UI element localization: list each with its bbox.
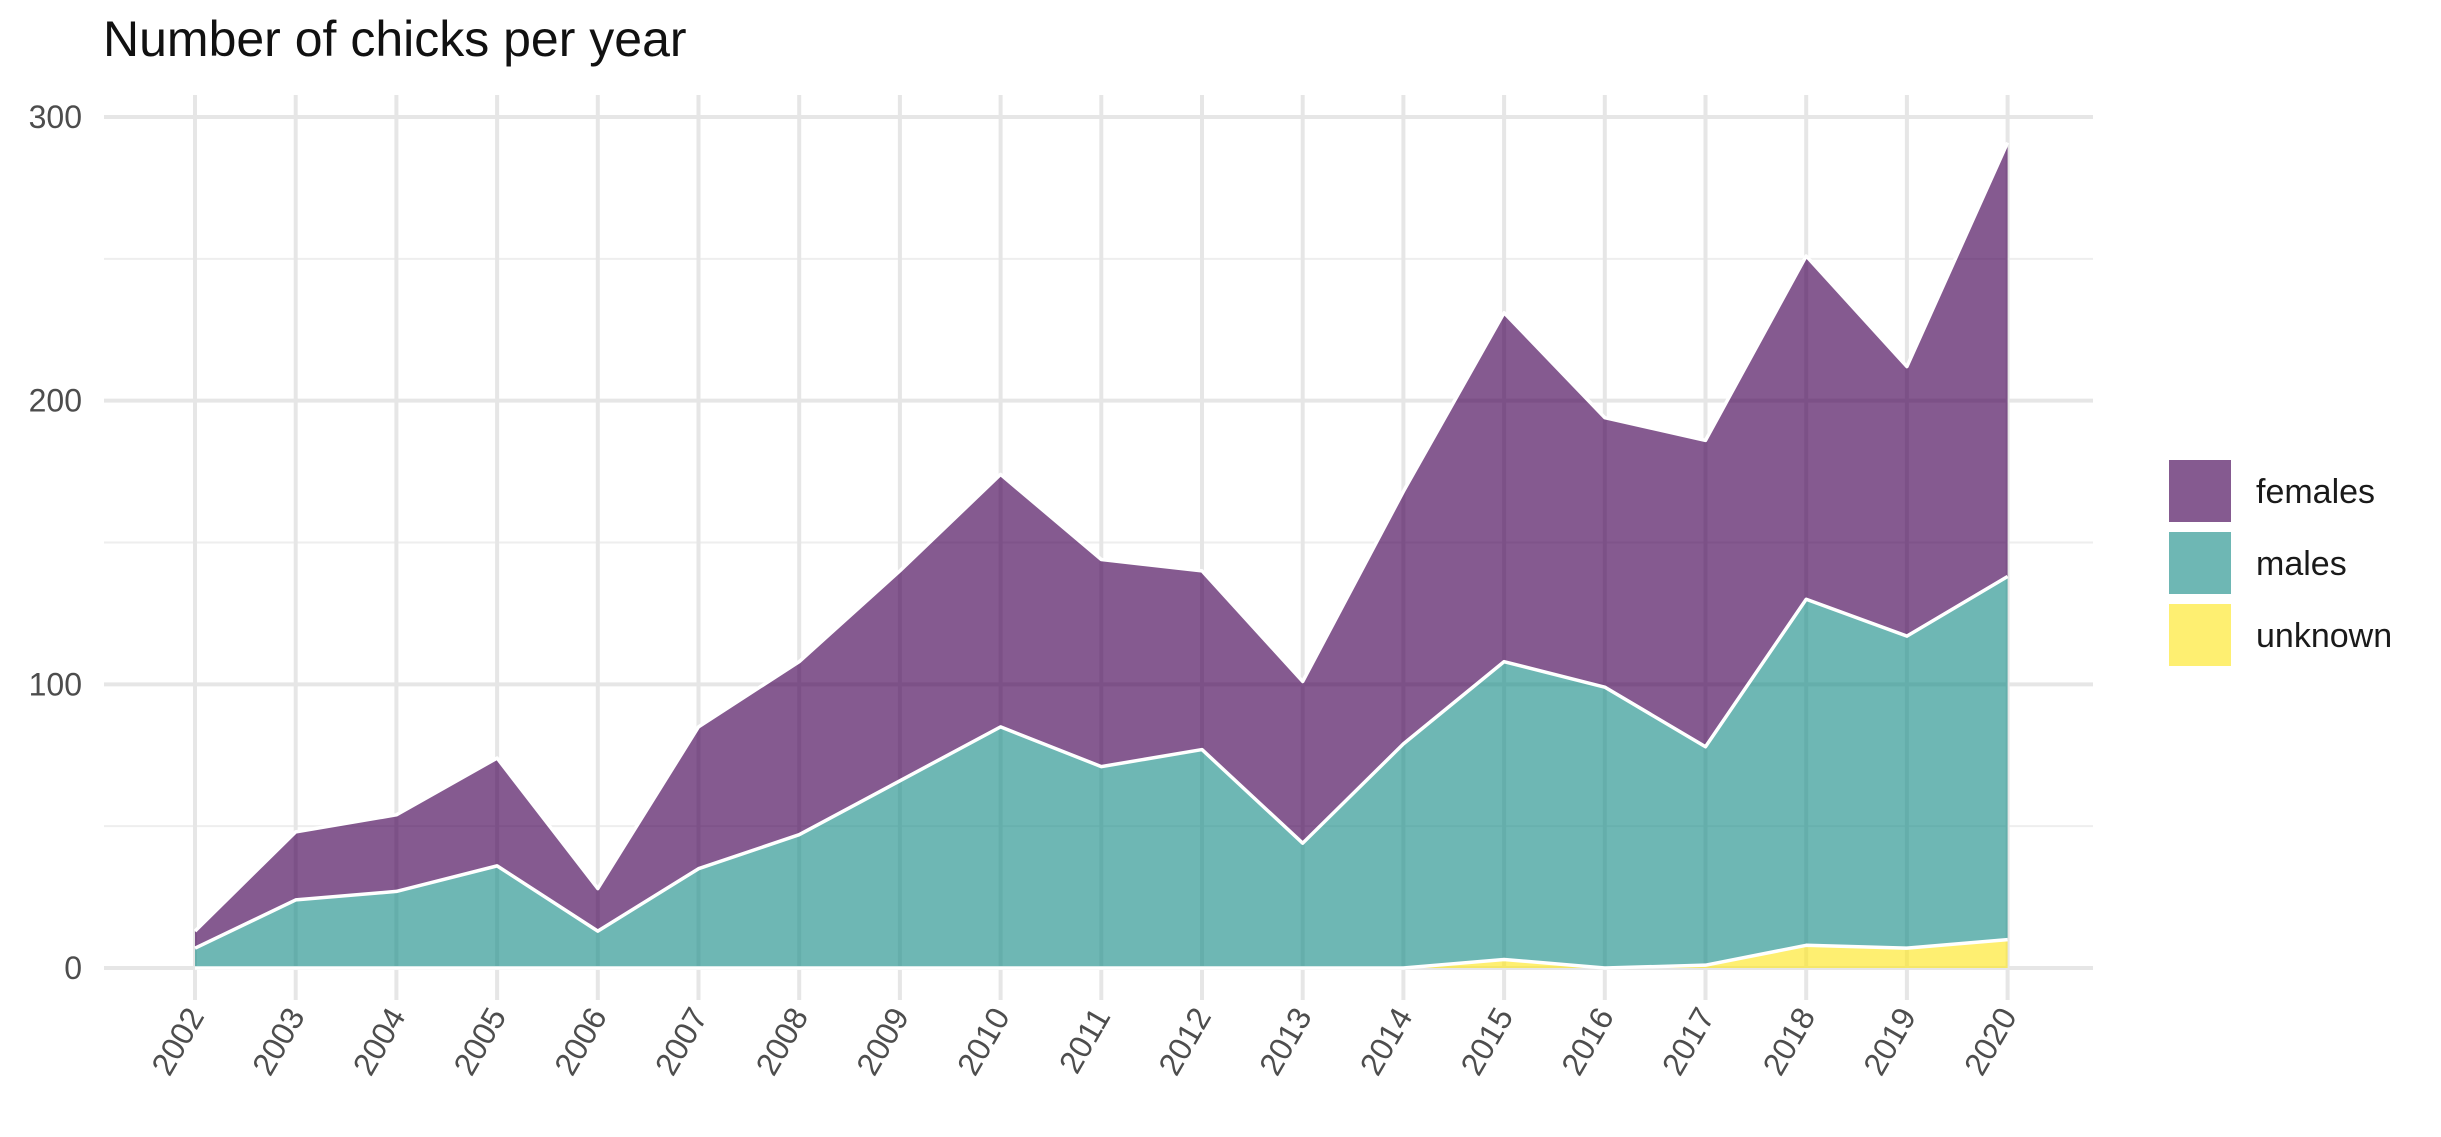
x-tick-label: 2020 xyxy=(1957,1002,2024,1082)
area-males xyxy=(195,576,2008,968)
legend-label-females: females xyxy=(2256,473,2375,511)
plot-boundary-lines xyxy=(193,141,2010,970)
x-tick-label: 2013 xyxy=(1252,1002,1319,1082)
x-tick-label: 2008 xyxy=(748,1002,815,1082)
plot-areas xyxy=(195,142,2008,968)
x-tick-label: 2017 xyxy=(1655,1002,1722,1082)
y-tick-label: 0 xyxy=(64,950,82,986)
x-tick-label: 2010 xyxy=(950,1002,1017,1082)
x-tick-label: 2003 xyxy=(245,1002,312,1082)
legend: females males unknown xyxy=(2169,460,2392,666)
x-tick-label: 2016 xyxy=(1554,1002,1621,1082)
legend-key-females xyxy=(2169,460,2231,522)
x-tick-label: 2019 xyxy=(1856,1002,1923,1082)
x-tick-label: 2015 xyxy=(1453,1002,1520,1082)
area-females xyxy=(195,142,2008,949)
x-tick-label: 2005 xyxy=(446,1002,513,1082)
line-unknown xyxy=(195,937,2008,970)
line-females xyxy=(193,141,2010,933)
x-tick-label: 2004 xyxy=(346,1002,413,1082)
y-tick-label: 100 xyxy=(29,666,82,702)
x-tick-label: 2011 xyxy=(1052,1002,1118,1080)
area-unknown xyxy=(195,939,2008,968)
chart-title: Number of chicks per year xyxy=(103,11,687,67)
legend-key-unknown xyxy=(2169,604,2231,666)
legend-label-unknown: unknown xyxy=(2256,617,2392,655)
x-tick-label: 2014 xyxy=(1353,1002,1420,1082)
x-tick-label: 2007 xyxy=(648,1002,715,1082)
line-males xyxy=(194,575,2009,950)
y-tick-label: 300 xyxy=(29,99,82,135)
legend-key-males xyxy=(2169,532,2231,594)
legend-label-males: males xyxy=(2256,545,2347,583)
x-tick-label: 2006 xyxy=(547,1002,614,1082)
x-tick-label: 2018 xyxy=(1755,1002,1822,1082)
x-tick-label: 2002 xyxy=(144,1002,211,1082)
y-tick-label: 200 xyxy=(29,383,82,419)
x-tick-label: 2012 xyxy=(1151,1002,1218,1082)
x-tick-label: 2009 xyxy=(849,1002,916,1082)
